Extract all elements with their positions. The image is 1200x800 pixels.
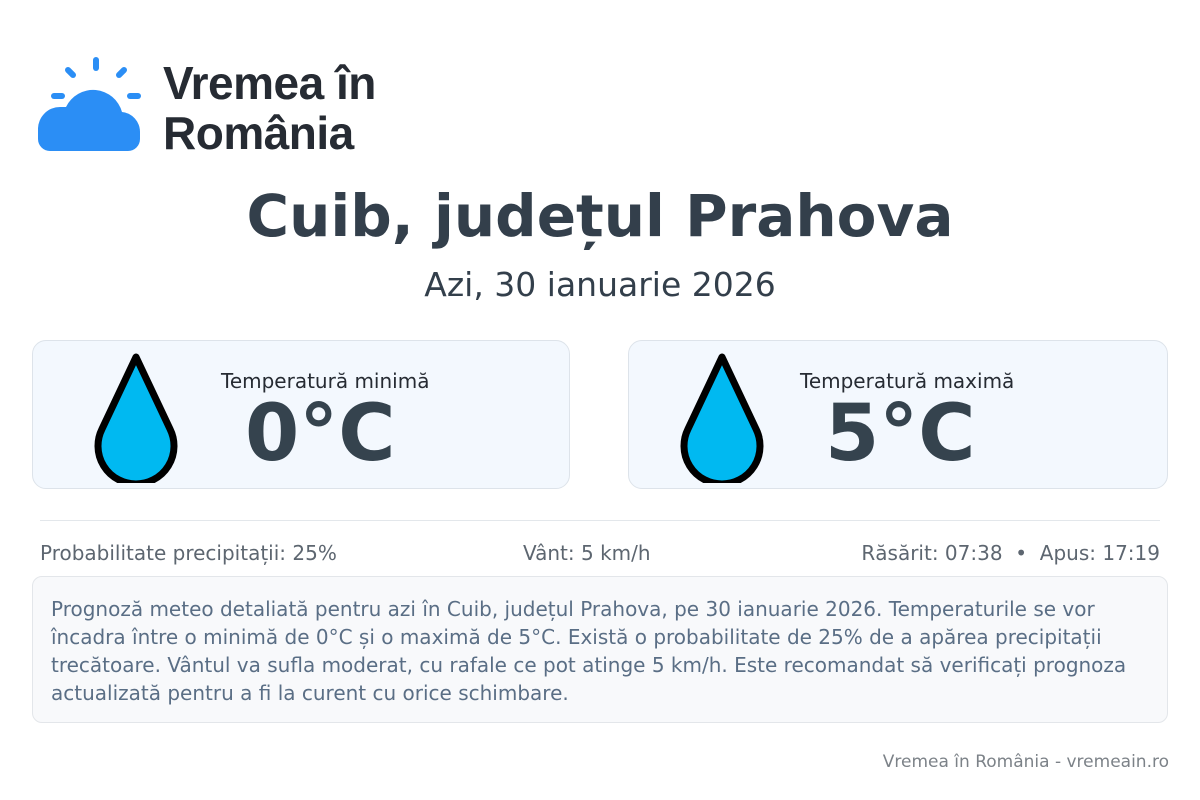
- water-drop-icon: [94, 353, 178, 483]
- water-drop-icon: [680, 353, 764, 483]
- precipitation-probability: Probabilitate precipitații: 25%: [40, 541, 337, 565]
- forecast-date: Azi, 30 ianuarie 2026: [424, 265, 776, 304]
- forecast-description: Prognoză meteo detaliată pentru azi în C…: [32, 576, 1168, 723]
- min-temp-card: Temperatură minimă 0°C: [32, 340, 570, 489]
- max-temp-value: 5°C: [825, 389, 976, 479]
- wind-speed: Vânt: 5 km/h: [523, 541, 651, 565]
- logo: [38, 56, 143, 158]
- max-temp-card: Temperatură maximă 5°C: [628, 340, 1168, 489]
- min-temp-label: Temperatură minimă: [221, 369, 430, 393]
- max-temp-label: Temperatură maximă: [800, 369, 1015, 393]
- min-temp-value: 0°C: [245, 389, 396, 479]
- page-title: Cuib, județul Prahova: [246, 182, 954, 250]
- sunrise-sunset: Răsărit: 07:38 • Apus: 17:19: [861, 541, 1160, 565]
- footer-credit[interactable]: Vremea în România - vremeain.ro: [882, 752, 1169, 772]
- sun-cloud-icon: [38, 57, 141, 151]
- divider: [40, 520, 1160, 521]
- logo-text: Vremea în România: [163, 57, 376, 159]
